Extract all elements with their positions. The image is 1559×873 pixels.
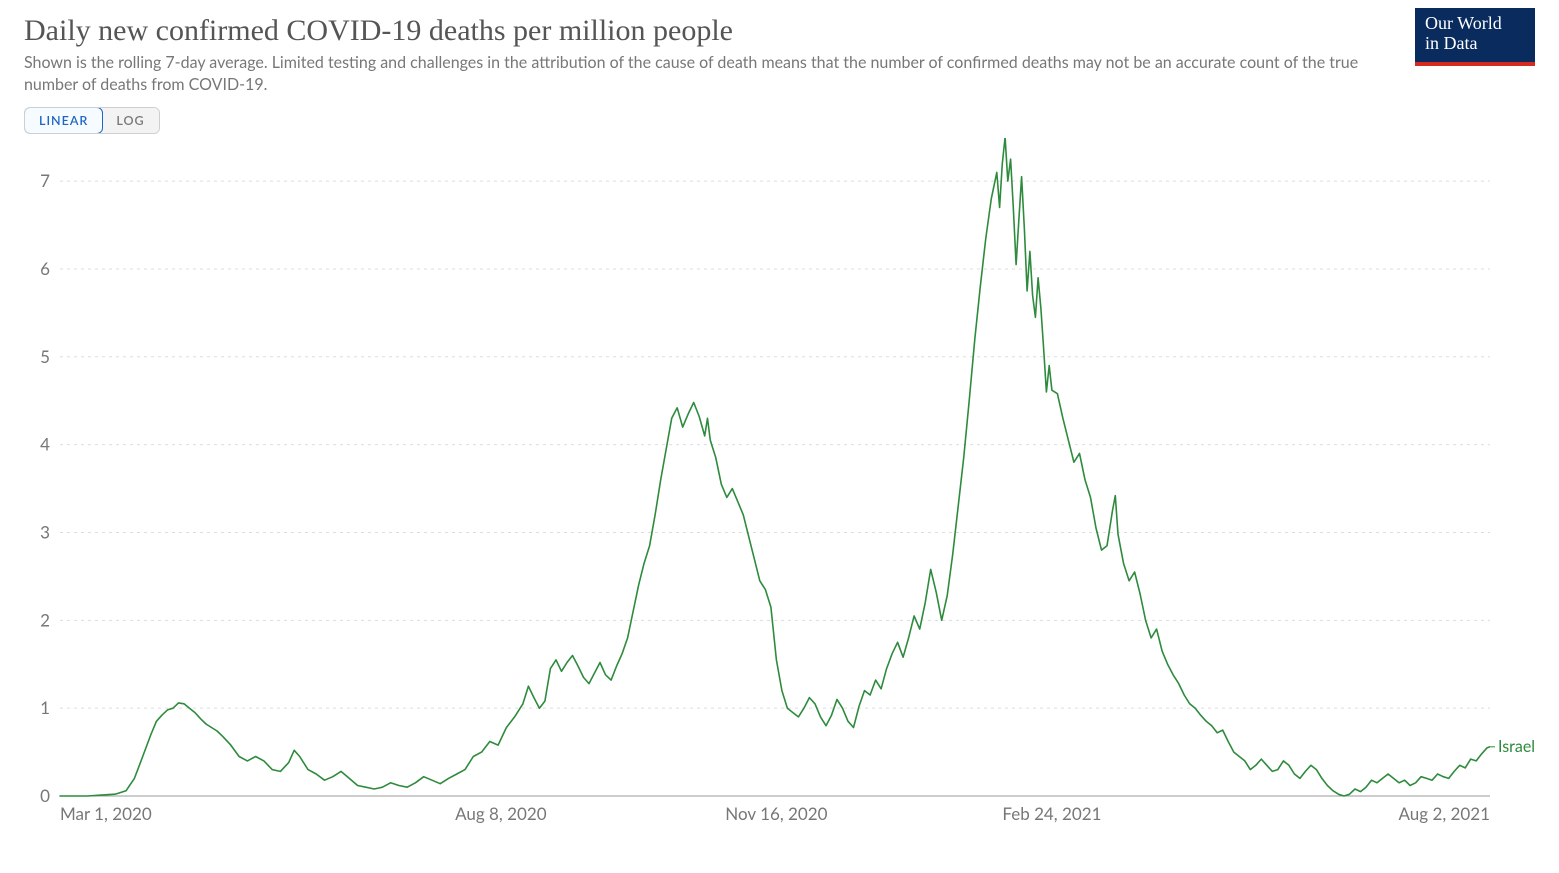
chart-title: Daily new confirmed COVID-19 deaths per … — [24, 14, 1395, 48]
y-tick-label: 1 — [40, 697, 50, 718]
scale-linear-button[interactable]: LINEAR — [24, 107, 103, 134]
x-tick-label: Aug 2, 2021 — [1399, 803, 1490, 824]
logo-line2: in Data — [1425, 34, 1525, 54]
logo-line1: Our World — [1425, 14, 1525, 34]
scale-log-button[interactable]: LOG — [102, 108, 158, 133]
chart-subtitle: Shown is the rolling 7-day average. Limi… — [24, 52, 1375, 95]
series-line-israel[interactable] — [60, 138, 1490, 796]
y-tick-label: 0 — [40, 785, 50, 806]
y-tick-label: 2 — [40, 610, 50, 631]
y-tick-label: 6 — [40, 258, 50, 279]
y-tick-label: 7 — [40, 170, 50, 191]
y-tick-label: 3 — [40, 522, 50, 543]
x-tick-label: Feb 24, 2021 — [1002, 803, 1101, 824]
series-label-israel[interactable]: Israel — [1498, 737, 1535, 756]
x-tick-label: Nov 16, 2020 — [725, 803, 827, 824]
scale-toggle: LINEAR LOG — [24, 107, 160, 134]
owid-logo: Our World in Data — [1415, 8, 1535, 66]
line-chart: 0 1 2 3 4 5 6 7 Israel Mar 1, 2020 Aug 8, 2020 Nov … — [24, 138, 1559, 826]
y-tick-label: 4 — [40, 434, 50, 455]
chart-area: 0 1 2 3 4 5 6 7 Israel Mar 1, 2020 Aug 8, 2020 Nov … — [24, 138, 1535, 826]
y-tick-label: 5 — [40, 346, 50, 367]
x-tick-label: Mar 1, 2020 — [60, 803, 152, 824]
x-tick-label: Aug 8, 2020 — [455, 803, 547, 824]
